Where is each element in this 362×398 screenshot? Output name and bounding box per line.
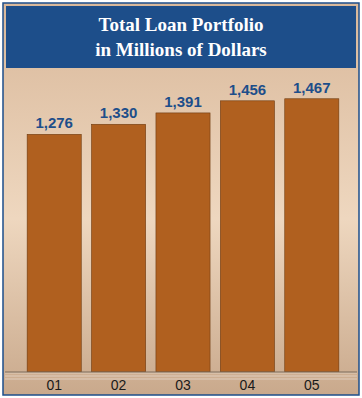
data-label: 1,330	[100, 104, 138, 121]
bars	[27, 99, 339, 372]
subtitle: in Millions of Dollars	[95, 39, 267, 60]
bar	[92, 124, 146, 372]
chart: Total Loan Portfolio in Millions of Dolla…	[0, 0, 362, 398]
x-tick-label: 02	[111, 377, 127, 393]
x-tick-label: 01	[46, 377, 62, 393]
bar	[285, 99, 339, 372]
panel-frame	[3, 3, 359, 395]
bar	[156, 113, 210, 372]
decor-line	[5, 373, 357, 374]
header-band	[6, 6, 356, 68]
baseline	[5, 372, 357, 373]
x-tick-label: 05	[304, 377, 320, 393]
data-label: 1,391	[164, 93, 202, 110]
title: Total Loan Portfolio	[98, 14, 263, 35]
x-tick-label: 03	[175, 377, 191, 393]
page-background	[0, 0, 362, 398]
bar	[27, 134, 81, 372]
data-label: 1,276	[35, 114, 73, 131]
data-label: 1,456	[229, 81, 267, 98]
data-label: 1,467	[293, 79, 331, 96]
bar	[220, 101, 274, 372]
x-tick-label: 04	[240, 377, 256, 393]
